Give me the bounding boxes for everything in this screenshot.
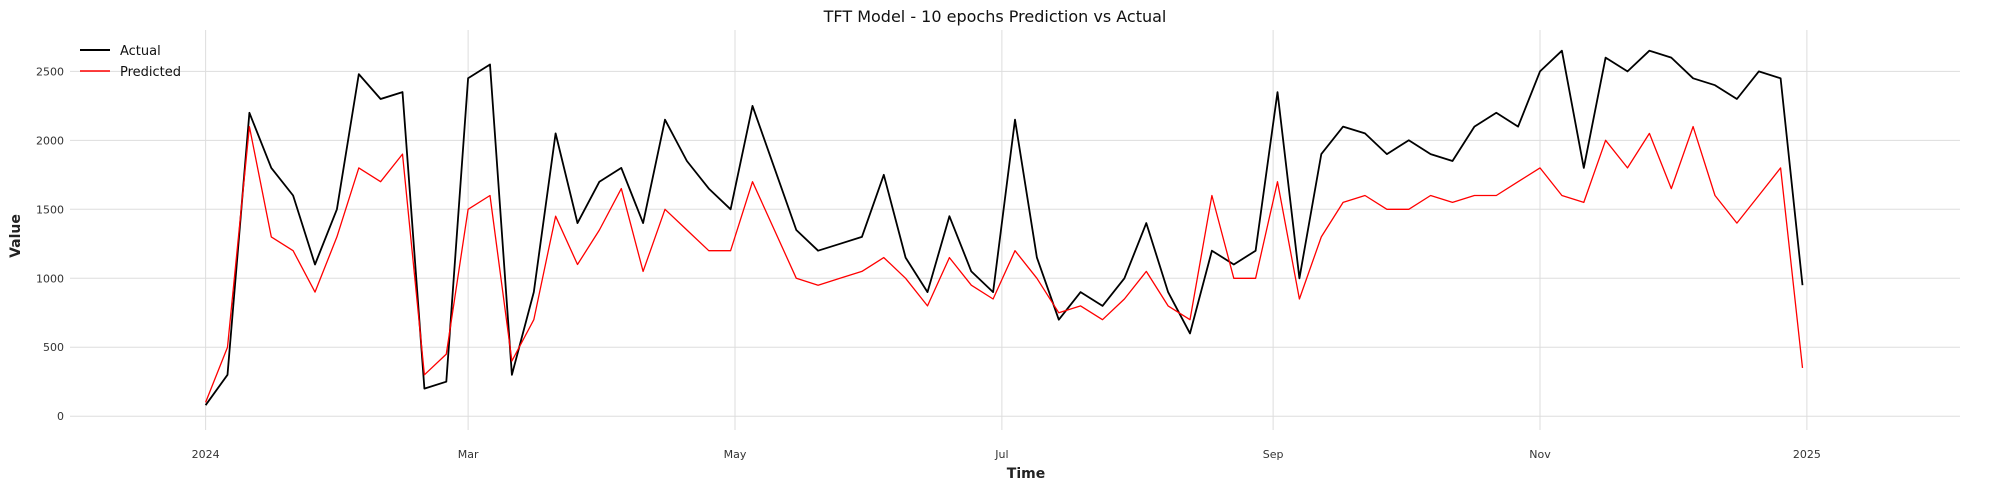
x-ticks: 2024 Mar May Jul Sep Nov 2025 <box>192 448 1821 461</box>
y-ticks: 0 500 1000 1500 2000 2500 <box>36 65 64 423</box>
series-line-predicted <box>204 125 1804 403</box>
x-axis-label: Time <box>1007 466 1045 482</box>
x-tick-label: Mar <box>458 448 479 461</box>
legend-label-actual: Actual <box>120 44 161 59</box>
y-tick-label: 2500 <box>36 65 64 78</box>
x-tick-label: 2024 <box>192 448 220 461</box>
legend: Actual Predicted <box>80 44 181 80</box>
y-tick-label: 2000 <box>36 134 64 147</box>
y-tick-label: 1000 <box>36 272 64 285</box>
x-tick-label: Jul <box>994 448 1008 461</box>
y-tick-label: 1500 <box>36 203 64 216</box>
legend-label-predicted: Predicted <box>120 65 181 80</box>
y-axis-label: Value <box>8 214 24 258</box>
y-tick-label: 500 <box>43 341 64 354</box>
y-tick-label: 0 <box>57 410 64 423</box>
x-tick-label: Sep <box>1263 448 1284 461</box>
x-tick-label: Nov <box>1529 448 1551 461</box>
x-tick-label: 2025 <box>1793 448 1821 461</box>
chart-title: TFT Model - 10 epochs Prediction vs Actu… <box>823 7 1167 26</box>
series-layer <box>204 49 1804 406</box>
series-line-actual <box>204 49 1804 406</box>
x-tick-label: May <box>724 448 747 461</box>
